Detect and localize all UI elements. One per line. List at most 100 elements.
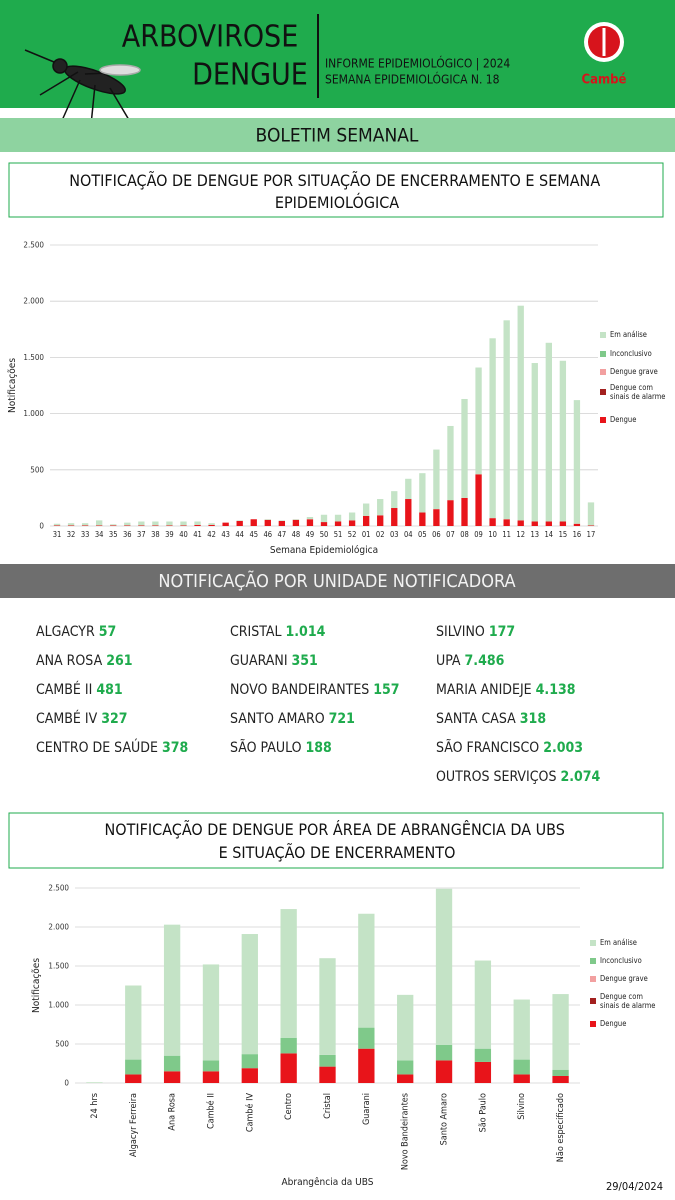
x-tick-label: Cristal [323,1093,333,1119]
bar-segment [587,525,595,526]
legend-line: sinais de alarme [600,1001,655,1010]
legend-label: Dengue grave [610,367,658,376]
x-tick-label: 42 [207,530,216,539]
bar-segment [552,1069,569,1076]
legend-line: Dengue com [610,383,655,392]
unit-entry: GUARANI 351 [230,653,318,669]
bar-segment [559,521,567,526]
units-band [0,564,675,598]
unit-value: 261 [106,653,132,669]
unit-name: SANTA CASA [436,711,516,727]
x-tick-label: Não especificado [556,1093,566,1162]
x-tick-label: 39 [165,530,174,539]
bar-segment [67,525,75,526]
chart-title-line: EPIDEMIOLÓGICA [275,193,399,212]
x-tick-label: 37 [137,530,146,539]
x-tick-label: Centro [284,1093,294,1120]
bar-segment [163,1055,181,1072]
bar-segment [474,1048,492,1062]
bar-segment [124,525,131,526]
unit-name: CAMBÉ IV [36,710,98,727]
bar-segment [573,523,581,526]
bar-segment [489,338,496,519]
unit-entry: MARIA ANIDEJE 4.138 [436,682,575,698]
bar-segment [96,520,103,526]
x-tick-label: Algacyr Ferreira [129,1093,139,1157]
bar-segment [124,522,131,526]
bar-segment [358,913,375,1028]
unit-name: GUARANI [230,653,288,669]
legend-label: Dengue [610,415,636,424]
legend-swatch [590,958,596,964]
unit-value: 57 [99,624,117,640]
unit-entry: CRISTAL 1.014 [230,624,326,640]
bar-segment [125,1059,142,1075]
bar-segment [320,514,328,523]
unit-value: 2.003 [543,740,583,756]
bar-segment [377,515,384,526]
legend-label: Em análise [600,938,637,947]
banner-text: BOLETIM SEMANAL [256,125,419,147]
units-title: NOTIFICAÇÃO POR UNIDADE NOTIFICADORA [158,570,515,592]
legend-line: Dengue com [600,992,645,1001]
bar-segment [391,508,398,526]
x-tick-label: 35 [109,530,118,539]
x-tick-label: 08 [460,530,469,539]
bar-segment [334,514,342,522]
x-tick-label: 36 [123,530,132,539]
chart-title-box [8,812,664,869]
unit-name: MARIA ANIDEJE [436,682,532,698]
unit-value: 177 [489,624,515,640]
x-tick-label: Novo Bandeirantes [401,1093,411,1170]
bar-segment [236,520,243,526]
bar-segment [559,360,567,522]
y-tick-label: 1.000 [48,1001,69,1010]
bar-segment [319,1066,336,1083]
bar-segment [163,924,181,1056]
x-axis-label: Semana Epidemiológica [270,544,378,556]
legend-swatch [590,976,596,982]
unit-value: 327 [101,711,127,727]
bar-segment [503,519,510,526]
x-tick-label: Silvino [517,1093,527,1120]
bar-segment [138,525,145,526]
x-tick-label: 51 [334,530,343,539]
x-tick-label: 44 [235,530,244,539]
legend-label: Dengue com sinais de alarme [600,992,655,1010]
unit-entry: UPA 7.486 [436,653,505,669]
bar-segment [348,512,356,521]
y-tick-label: 1.000 [23,409,44,418]
legend-line: sinais de alarme [610,392,665,401]
bar-segment [358,1048,375,1083]
bar-segment [552,994,569,1070]
bar-segment [152,521,159,526]
y-tick-label: 500 [55,1040,69,1049]
y-tick-label: 2.000 [23,297,44,306]
bar-segment [81,523,89,526]
bar-segment [489,518,496,526]
x-tick-label: 09 [474,530,483,539]
header-info: SEMANA EPIDEMIOLÓGICA N. 18 [325,72,500,87]
bar-segment [405,499,412,526]
x-tick-label: 48 [292,530,301,539]
legend-label: Dengue [600,1019,626,1028]
x-tick-label: 04 [404,530,413,539]
bar-segment [53,525,61,526]
legend-label: Em análise [610,330,647,339]
bar-segment [319,1054,336,1067]
bar-segment [241,934,258,1055]
bar-segment [435,1044,453,1061]
bar-segment [573,400,581,524]
bar-segment [180,521,187,526]
bar-segment [81,525,89,526]
bar-segment [280,1053,297,1083]
bar-segment [517,520,524,526]
bar-segment [194,521,201,525]
unit-entry: CENTRO DE SAÚDE 378 [36,738,188,756]
x-tick-label: 01 [362,530,371,539]
bar-segment [391,491,398,509]
x-tick-label: 16 [573,530,582,539]
unit-entry: SANTO AMARO 721 [230,711,355,727]
bar-segment [264,519,271,520]
